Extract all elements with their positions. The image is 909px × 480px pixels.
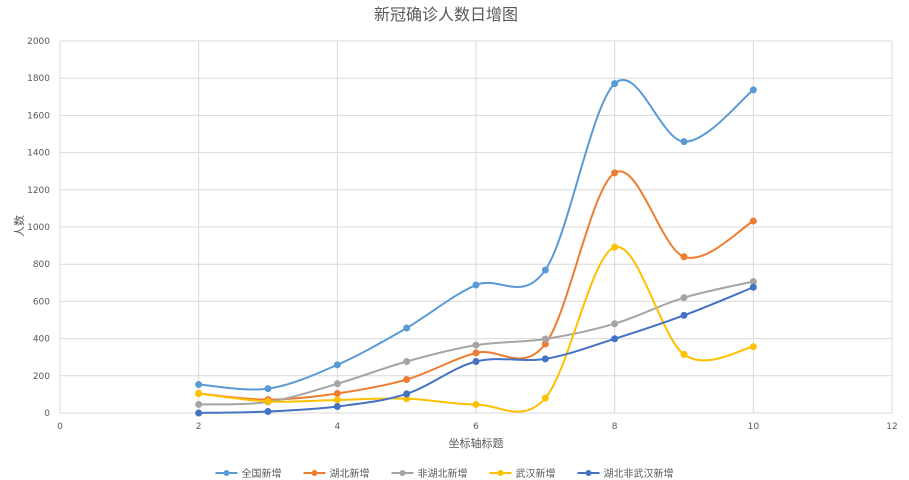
legend-label: 武汉新增 <box>516 467 556 480</box>
legend-swatch-marker <box>585 470 592 476</box>
x-axis-title: 坐标轴标题 <box>449 436 504 450</box>
y-tick-label: 1400 <box>27 149 50 159</box>
data-point <box>195 400 203 408</box>
data-point <box>611 320 619 328</box>
x-tick-label: 12 <box>886 422 897 432</box>
y-tick-label: 1600 <box>27 111 50 121</box>
data-point <box>680 311 688 319</box>
y-tick-label: 200 <box>33 372 50 382</box>
data-point <box>749 86 757 94</box>
y-tick-label: 1000 <box>27 223 50 233</box>
legend-item: 湖北非武汉新增 <box>577 467 674 480</box>
y-tick-label: 600 <box>33 297 50 307</box>
x-tick-label: 6 <box>473 422 479 432</box>
x-tick-label: 8 <box>612 422 618 432</box>
legend-label: 湖北非武汉新增 <box>604 467 674 480</box>
y-tick-label: 1800 <box>27 74 50 84</box>
data-point <box>472 281 480 289</box>
data-point <box>611 243 619 251</box>
series-group <box>195 243 757 413</box>
legend-item: 武汉新增 <box>489 467 556 480</box>
y-tick-label: 400 <box>33 335 50 345</box>
y-tick-label: 1200 <box>27 186 50 196</box>
series-line <box>198 170 754 401</box>
legend-label: 非湖北新增 <box>418 467 468 480</box>
data-point <box>611 335 619 343</box>
series-line <box>198 246 754 413</box>
data-point <box>333 402 341 410</box>
grid-layer <box>59 40 893 414</box>
legend-swatch-marker <box>399 470 406 476</box>
y-tick-label: 2000 <box>27 37 50 47</box>
legend-swatch-marker <box>311 470 318 476</box>
data-point <box>472 357 480 365</box>
data-point <box>749 343 757 351</box>
data-point <box>333 396 341 404</box>
legend-item: 全国新增 <box>215 467 282 480</box>
series-group <box>195 277 757 408</box>
data-point <box>403 324 411 332</box>
data-point <box>264 385 272 393</box>
x-tick-label: 10 <box>748 422 760 432</box>
data-point <box>541 335 549 343</box>
data-point <box>541 266 549 274</box>
legend-swatch-marker <box>223 470 230 476</box>
axis-layer: 0 200 400 600 800 1000 1200 1400 1600 1800 2000 0 2 4… <box>27 37 898 432</box>
data-point <box>680 350 688 358</box>
data-point <box>195 409 203 417</box>
data-point <box>472 400 480 408</box>
data-point <box>541 355 549 363</box>
legend-label: 湖北新增 <box>330 467 370 480</box>
series-layer <box>195 79 757 417</box>
data-point <box>611 169 619 177</box>
legend-swatch-marker <box>497 470 504 476</box>
data-point <box>195 381 203 389</box>
data-point <box>680 138 688 146</box>
y-axis-title: 人数 <box>13 215 26 237</box>
data-point <box>472 349 480 357</box>
data-point <box>749 217 757 225</box>
series-line <box>198 79 754 391</box>
x-tick-label: 2 <box>196 422 202 432</box>
data-point <box>403 376 411 384</box>
y-tick-label: 0 <box>44 409 50 419</box>
data-point <box>403 357 411 365</box>
legend-item: 湖北新增 <box>303 467 370 480</box>
series-group <box>195 79 757 393</box>
series-group <box>195 169 757 404</box>
legend-item: 非湖北新增 <box>391 467 468 480</box>
data-point <box>749 277 757 285</box>
chart-title: 新冠确诊人数日增图 <box>374 5 518 24</box>
data-point <box>680 294 688 302</box>
x-tick-label: 0 <box>57 422 63 432</box>
y-tick-label: 800 <box>33 260 50 270</box>
series-group <box>195 283 757 417</box>
data-point <box>333 380 341 388</box>
data-point <box>749 283 757 291</box>
data-point <box>264 397 272 405</box>
data-point <box>264 408 272 416</box>
data-point <box>541 394 549 402</box>
x-tick-label: 4 <box>334 422 340 432</box>
data-point <box>403 390 411 398</box>
data-point <box>472 341 480 349</box>
data-point <box>195 389 203 397</box>
data-point <box>680 253 688 261</box>
data-point <box>333 361 341 369</box>
legend: 全国新增 湖北新增 非湖北新增 武汉新增 湖北非武汉新增 <box>215 467 674 480</box>
legend-label: 全国新增 <box>242 467 282 480</box>
data-point <box>611 80 619 88</box>
data-point <box>333 389 341 397</box>
